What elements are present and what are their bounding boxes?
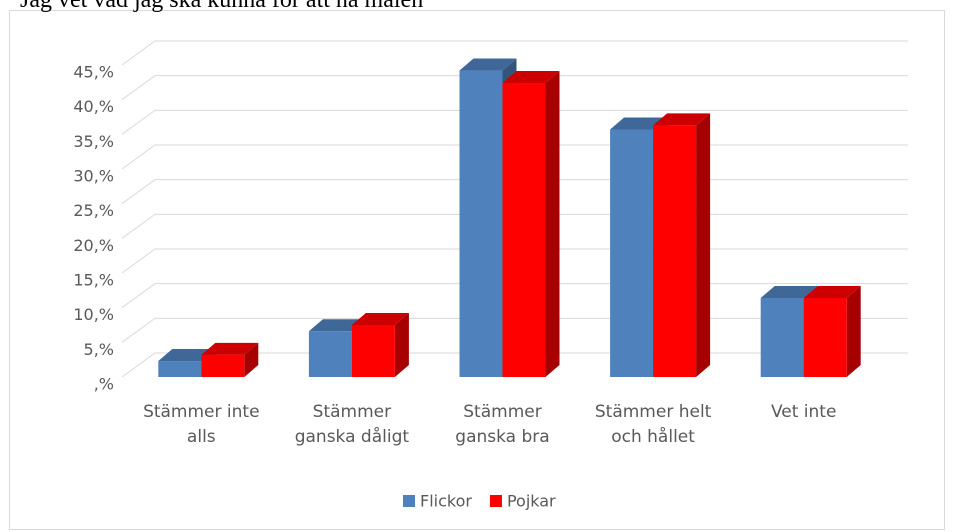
bar-face	[351, 325, 395, 377]
legend-label: Pojkar	[507, 492, 556, 511]
y-tick-label: 20,%	[73, 236, 114, 255]
bar-face	[351, 313, 409, 325]
x-tick-label: Stämmer ganska bra	[455, 402, 550, 447]
y-tick-label: 45,%	[73, 63, 114, 82]
legend-swatch	[403, 495, 415, 507]
bar	[201, 342, 259, 377]
grid-line	[121, 75, 908, 101]
bar-face	[610, 117, 668, 130]
y-tick-label: ,%	[94, 375, 114, 394]
grid-line	[121, 109, 908, 135]
chart-border	[9, 10, 945, 530]
y-tick-label: 5,%	[84, 340, 114, 359]
bar-face	[653, 113, 711, 126]
bar-face	[803, 297, 847, 377]
bar-face	[308, 331, 352, 377]
bar-face	[201, 342, 259, 355]
bar-face	[502, 71, 560, 84]
bar-face	[308, 319, 366, 332]
bar-face	[696, 113, 711, 377]
x-tick-label: Stämmer ganska dåligt	[294, 402, 410, 447]
bar-face	[459, 70, 503, 378]
x-tick-label: Stämmer helt och hållet	[594, 402, 712, 447]
bar-face	[502, 83, 546, 377]
bar-face	[760, 285, 818, 298]
grid-line	[121, 40, 908, 66]
x-tick-label: Vet inte	[770, 402, 837, 422]
y-tick-label: 30,%	[73, 167, 114, 186]
bar	[653, 113, 711, 377]
y-tick-label: 10,%	[73, 305, 114, 324]
bar-face	[545, 71, 560, 377]
bar-face	[846, 285, 861, 377]
bar-face	[653, 125, 697, 377]
x-tick-label: Stämmer inte alls	[143, 402, 260, 447]
bar	[351, 313, 409, 377]
bar-face	[459, 58, 517, 71]
bar	[308, 319, 366, 377]
bar-face	[760, 297, 804, 377]
bar-face	[158, 361, 202, 377]
bar-face	[803, 285, 861, 298]
bar-face	[201, 354, 245, 377]
bar-face	[610, 129, 654, 377]
bar-face	[394, 313, 409, 377]
legend-label: Flickor	[420, 492, 472, 511]
chart-title: Jag vet vad jag ska kunna för att nå mål…	[20, 0, 433, 13]
y-tick-label: 35,%	[73, 132, 114, 151]
legend-swatch	[489, 495, 502, 507]
y-tick-label: 15,%	[73, 271, 114, 290]
y-tick-label: 25,%	[73, 201, 114, 220]
bar	[502, 71, 560, 377]
bar	[803, 285, 861, 377]
bar-face	[158, 349, 216, 362]
bar-face	[244, 342, 259, 377]
y-tick-label: 40,%	[73, 97, 114, 116]
